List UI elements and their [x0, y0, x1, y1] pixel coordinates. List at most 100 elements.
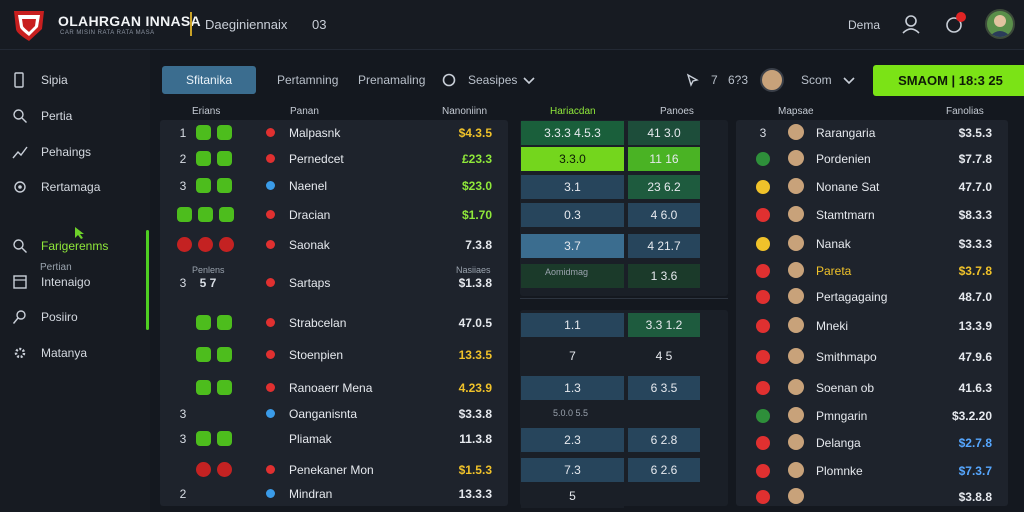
table-row[interactable]: 3 Pliamak 11.3.8 [160, 426, 508, 452]
row-value: 11.3.8 [459, 432, 492, 446]
row-rank: 3 [179, 432, 187, 446]
table-row[interactable]: $3.8.8 [736, 484, 1008, 510]
table-row[interactable]: Nanak $3.3.3 [736, 231, 1008, 257]
row-value: $23.0 [461, 179, 492, 193]
header-divider [190, 12, 192, 36]
notification-icon[interactable] [943, 13, 965, 35]
table-row[interactable]: Ranoaerr Mena 4.23.9 [160, 375, 508, 401]
mid-cell-a[interactable]: 3.3.3 4.5.3 [521, 121, 624, 145]
tab-seasipes[interactable]: Seasipes [468, 73, 518, 87]
tab-pertamning[interactable]: Pertamning [277, 73, 339, 87]
chevron-down-icon[interactable] [521, 72, 537, 88]
table-row[interactable]: Stamtmarn $8.3.3 [736, 202, 1008, 228]
table-row[interactable]: Stoenpien 13.3.5 [160, 342, 508, 368]
row-extra: 5 7 [199, 276, 217, 290]
gear-icon [14, 181, 26, 193]
table-row[interactable]: 3 Oanganisnta $3.3.8 [160, 401, 508, 427]
table-row[interactable]: Pmngarin $3.2.20 [736, 403, 1008, 429]
table-row[interactable]: Saonak 7.3.8 [160, 232, 508, 258]
team-dot-icon [266, 409, 275, 418]
player-avatar[interactable] [760, 68, 784, 92]
mid-cell-a[interactable]: 5 [521, 484, 624, 508]
mid-cell-a[interactable]: 0.3 [521, 203, 624, 227]
pin-icon [12, 310, 26, 324]
team-dot-icon [266, 154, 275, 163]
mid-cell-a[interactable]: 1.3 [521, 376, 624, 400]
mid-cell-c[interactable]: 6 2.6 [628, 458, 700, 482]
table-row[interactable]: Pareta $3.7.8 [736, 258, 1008, 284]
table-row[interactable]: 1 Malpasnk $4.3.5 [160, 120, 508, 146]
sidebar-item-posiiro[interactable]: Posiiro [0, 303, 150, 331]
table-row[interactable]: Nonane Sat 47.7.0 [736, 174, 1008, 200]
tab-sfitanika[interactable]: Sfitanika [162, 66, 256, 94]
status-badge-icon [196, 462, 211, 477]
mid-cell-a[interactable]: 3.1 [521, 175, 624, 199]
team-dot-icon [266, 128, 275, 137]
table-row[interactable]: 3 5 7 Sartaps $1.3.8 [160, 270, 508, 296]
row-rank: 3 [179, 276, 187, 290]
table-row[interactable]: Plomnke $7.3.7 [736, 458, 1008, 484]
table-row[interactable]: Delanga $2.7.8 [736, 430, 1008, 456]
row-name: Nanak [816, 237, 851, 251]
mid-cell-a[interactable]: 3.3.0 [521, 147, 624, 171]
row-value: 47.0.5 [458, 316, 492, 330]
sidebar-item-intenaigo[interactable]: Intenaigo [0, 268, 150, 296]
player-face-icon [788, 348, 804, 364]
row-name: Dracian [289, 208, 331, 222]
table-row[interactable]: 2 Pernedcet £23.3 [160, 146, 508, 172]
mid-cell-c[interactable]: 3.3 1.2 [628, 313, 700, 337]
table-row[interactable]: 3 Rarangaria $3.5.3 [736, 120, 1008, 146]
mid-cell-c[interactable]: 6 2.8 [628, 428, 700, 452]
table-row[interactable]: 2 Mindran 13.3.3 [160, 481, 508, 507]
table-row[interactable]: 3 Naenel $23.0 [160, 173, 508, 199]
score-cta-button[interactable]: SMAOM | 18:3 25 [873, 65, 1024, 96]
mid-cell-a[interactable]: 7 [521, 344, 624, 368]
mid-cell-c[interactable]: 4 5 [628, 344, 700, 368]
player-face-icon [788, 317, 804, 333]
table-row[interactable]: Smithmapo 47.9.6 [736, 344, 1008, 370]
table-row[interactable]: Mneki 13.3.9 [736, 313, 1008, 339]
status-check-icon [217, 151, 232, 166]
sidebar-item-farigerenms[interactable]: Farigerenms [0, 232, 150, 260]
table-row[interactable]: Soenan ob 41.6.3 [736, 375, 1008, 401]
nav-title[interactable]: Daeginiennaix [205, 17, 288, 32]
chart-icon [12, 146, 28, 159]
row-value: 13.3.5 [458, 348, 492, 362]
mid-cell-a[interactable] [521, 264, 624, 288]
mid-cell-a[interactable]: 7.3 [521, 458, 624, 482]
top-bar: OLAHRGAN INNASA CAR MISIN RATA RATA MASA… [0, 0, 1024, 50]
avatar[interactable] [985, 9, 1015, 39]
mid-cell-c[interactable]: 11 16 [628, 147, 700, 171]
mid-cell-a[interactable]: 3.7 [521, 234, 624, 258]
row-value: $7.3.7 [958, 464, 992, 478]
user-icon[interactable] [900, 13, 922, 35]
team-badge-icon [756, 237, 770, 251]
mid-cell-c[interactable]: 4 21.7 [628, 234, 700, 258]
chevron-down-icon[interactable] [841, 72, 857, 88]
sidebar: Sipia Pertia Pehaings Rertamaga Pertian … [0, 50, 150, 512]
sidebar-item-pertia[interactable]: Pertia [0, 102, 150, 130]
table-row[interactable]: Penekaner Mon $1.5.3 [160, 457, 508, 483]
table-row[interactable]: Dracian $1.70 [160, 202, 508, 228]
sidebar-item-rertamaga[interactable]: Rertamaga [0, 173, 150, 201]
mid-cell-c[interactable]: 1 3.6 [628, 264, 700, 288]
table-row[interactable]: Pordenien $7.7.8 [736, 146, 1008, 172]
sidebar-subitem-label[interactable]: Pertian [40, 262, 72, 273]
mid-cell-c[interactable]: 6 3.5 [628, 376, 700, 400]
table-row[interactable]: Strabcelan 47.0.5 [160, 310, 508, 336]
mid-cell-c[interactable]: 4 6.0 [628, 203, 700, 227]
mid-cell-a[interactable]: 2.3 [521, 428, 624, 452]
sidebar-active-indicator [146, 230, 149, 330]
mid-cell-c[interactable]: 41 3.0 [628, 121, 700, 145]
mid-cell-c[interactable]: 23 6.2 [628, 175, 700, 199]
tab-prenamaling[interactable]: Prenamaling [358, 73, 426, 87]
sidebar-item-matanya[interactable]: Matanya [0, 339, 150, 367]
table-row[interactable]: Pertagagaing 48.7.0 [736, 284, 1008, 310]
sidebar-item-pehaings[interactable]: Pehaings [0, 138, 150, 166]
player-face-icon [788, 206, 804, 222]
user-name[interactable]: Dema [848, 18, 881, 32]
team-badge-icon [756, 180, 770, 194]
mid-cell-a[interactable]: 1.1 [521, 313, 624, 337]
sidebar-item-sipia[interactable]: Sipia [0, 66, 150, 94]
row-name: Pliamak [289, 432, 332, 446]
